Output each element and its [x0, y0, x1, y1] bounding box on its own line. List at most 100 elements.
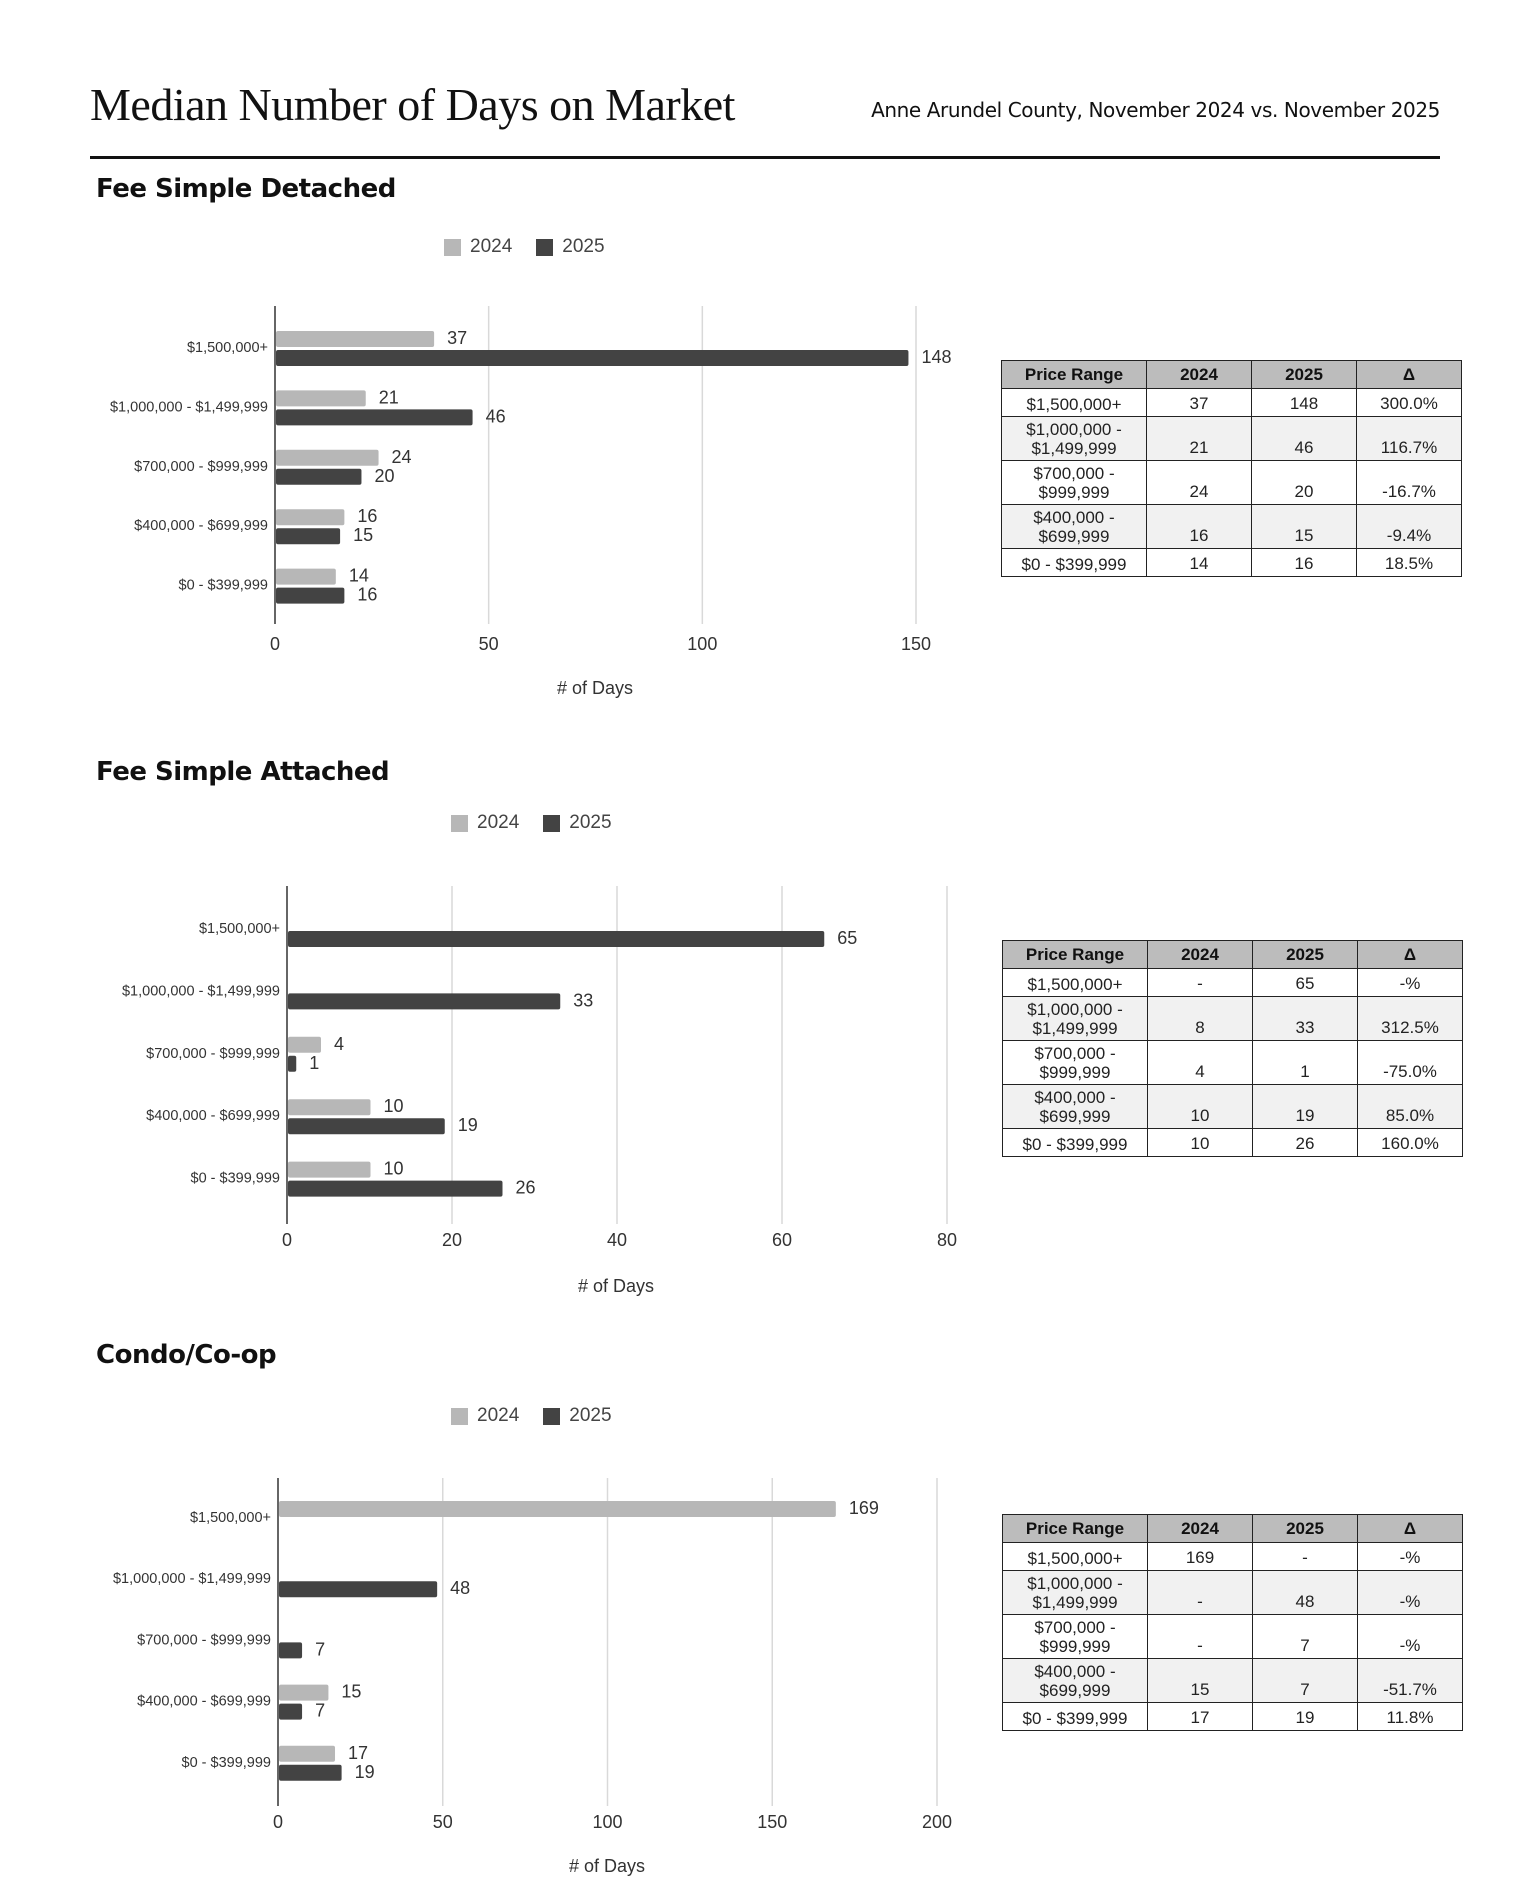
category-label: $400,000 - $699,999 — [134, 518, 268, 534]
bar-2025 — [276, 468, 362, 485]
cell-delta: -% — [1357, 968, 1463, 997]
table-header: Δ — [1357, 940, 1463, 969]
cell-2024: 4 — [1147, 1040, 1253, 1085]
category-label: $700,000 - $999,999 — [134, 459, 268, 475]
table-header: 2024 — [1147, 1514, 1253, 1543]
x-tick-label: 50 — [479, 634, 499, 654]
chart-legend: 2024 2025 — [451, 1405, 628, 1427]
cell-2025: 7 — [1252, 1658, 1358, 1703]
cell-2024: 14 — [1146, 548, 1252, 577]
cell-delta: -% — [1357, 1542, 1463, 1571]
bar-2024 — [288, 1099, 371, 1116]
table-row: $1,000,000 - $1,499,999-48 -% — [1002, 1570, 1463, 1615]
bar-2024 — [276, 568, 336, 585]
cell-price-range: $700,000 - $999,999 — [1002, 1614, 1148, 1659]
bar-2024 — [288, 1036, 321, 1053]
cell-2025: 15 — [1251, 504, 1357, 549]
bar-2024 — [279, 1501, 836, 1517]
data-label: 19 — [355, 1762, 375, 1782]
legend-label: 2025 — [569, 1405, 612, 1426]
summary-table: Price Range 2024 2025 Δ $1,500,000+ -65 -% $1,0… — [1002, 940, 1463, 1157]
bar-2024 — [276, 390, 366, 407]
table-header-row: Price Range 2024 2025 Δ — [1001, 360, 1462, 389]
legend-swatch — [536, 238, 554, 256]
data-label: 33 — [573, 990, 593, 1010]
cell-price-range: $1,000,000 - $1,499,999 — [1002, 996, 1148, 1041]
table-header: 2025 — [1252, 940, 1358, 969]
cell-price-range: $1,000,000 - $1,499,999 — [1002, 1570, 1148, 1615]
data-label: 24 — [392, 447, 412, 467]
legend-label: 2025 — [569, 812, 612, 833]
bar-2025 — [279, 1642, 303, 1659]
category-label: $700,000 - $999,999 — [146, 1046, 280, 1062]
data-label: 7 — [315, 1701, 325, 1721]
table-row: $0 - $399,999 14 16 18.5% — [1001, 548, 1462, 577]
table-row: $1,500,000+ 169- -% — [1002, 1542, 1463, 1571]
category-label: $400,000 - $699,999 — [146, 1108, 280, 1124]
page-title: Median Number of Days on Market — [90, 79, 735, 130]
bar-2025 — [288, 931, 825, 947]
cell-price-range: $1,500,000+ — [1001, 388, 1147, 417]
legend-label: 2025 — [562, 236, 605, 257]
category-label: $1,500,000+ — [190, 1510, 271, 1526]
data-label: 17 — [348, 1743, 368, 1763]
category-label: $700,000 - $999,999 — [137, 1632, 271, 1648]
x-tick-label: 200 — [922, 1812, 952, 1832]
cell-2025: 19 — [1252, 1084, 1358, 1129]
cell-delta: 160.0% — [1357, 1128, 1463, 1157]
bar-2025 — [279, 1764, 342, 1781]
table-row: $400,000 - $699,999 10 19 85.0% — [1002, 1084, 1463, 1129]
cell-delta: 312.5% — [1357, 996, 1463, 1041]
legend-swatch — [444, 238, 461, 256]
category-label: $0 - $399,999 — [182, 1755, 272, 1771]
bar-2025 — [276, 587, 345, 604]
data-label: 4 — [334, 1034, 344, 1054]
category-label: $1,500,000+ — [187, 340, 268, 356]
data-label: 14 — [349, 566, 369, 586]
bar-2025 — [288, 1180, 503, 1197]
cell-delta: 116.7% — [1356, 416, 1462, 461]
cell-delta: -51.7% — [1357, 1658, 1463, 1703]
cell-delta: -16.7% — [1356, 460, 1462, 505]
cell-delta: 85.0% — [1357, 1084, 1463, 1129]
legend-label: 2024 — [470, 236, 513, 257]
cell-delta: -% — [1357, 1614, 1463, 1659]
data-label: 10 — [384, 1159, 404, 1179]
table-row: $700,000 - $999,999 4 1 -75.0% — [1002, 1040, 1463, 1085]
table-header: 2025 — [1252, 1514, 1358, 1543]
legend-item-2024: 2024 — [451, 1405, 519, 1427]
cell-delta: 18.5% — [1356, 548, 1462, 577]
summary-table: Price Range 2024 2025 Δ $1,500,000+ 169- -% $1,… — [1002, 1514, 1463, 1731]
legend-label: 2024 — [477, 812, 520, 833]
bar-2024 — [276, 449, 379, 466]
cell-delta: 11.8% — [1357, 1702, 1463, 1731]
table-row: $700,000 - $999,999 24 20 -16.7% — [1001, 460, 1462, 505]
cell-2025: 20 — [1251, 460, 1357, 505]
x-tick-label: 60 — [772, 1230, 792, 1250]
bar-2025 — [276, 528, 341, 545]
cell-2025: 7 — [1252, 1614, 1358, 1659]
category-label: $1,000,000 - $1,499,999 — [110, 399, 268, 415]
bar-2025 — [288, 1118, 445, 1135]
legend-label: 2024 — [477, 1405, 520, 1426]
cell-price-range: $700,000 - $999,999 — [1001, 460, 1147, 505]
table-row: $0 - $399,999 17 19 11.8% — [1002, 1702, 1463, 1731]
data-label: 16 — [357, 506, 377, 526]
bar-2025 — [279, 1703, 303, 1720]
data-label: 37 — [447, 328, 467, 348]
legend-swatch — [451, 1407, 468, 1425]
cell-2025: 46 — [1251, 416, 1357, 461]
x-tick-label: 0 — [270, 634, 280, 654]
legend-swatch — [543, 1407, 561, 1425]
data-label: 26 — [516, 1178, 536, 1198]
summary-table: Price Range 2024 2025 Δ $1,500,000+ 37 148 300.… — [1001, 360, 1462, 577]
cell-price-range: $0 - $399,999 — [1002, 1128, 1148, 1157]
bar-2025 — [288, 1055, 297, 1072]
legend-item-2025: 2025 — [543, 812, 612, 834]
cell-2024: 37 — [1146, 388, 1252, 417]
data-label: 16 — [357, 585, 377, 605]
x-tick-label: 100 — [687, 634, 717, 654]
x-axis-label: # of Days — [557, 678, 633, 698]
cell-2024: 17 — [1147, 1702, 1253, 1731]
